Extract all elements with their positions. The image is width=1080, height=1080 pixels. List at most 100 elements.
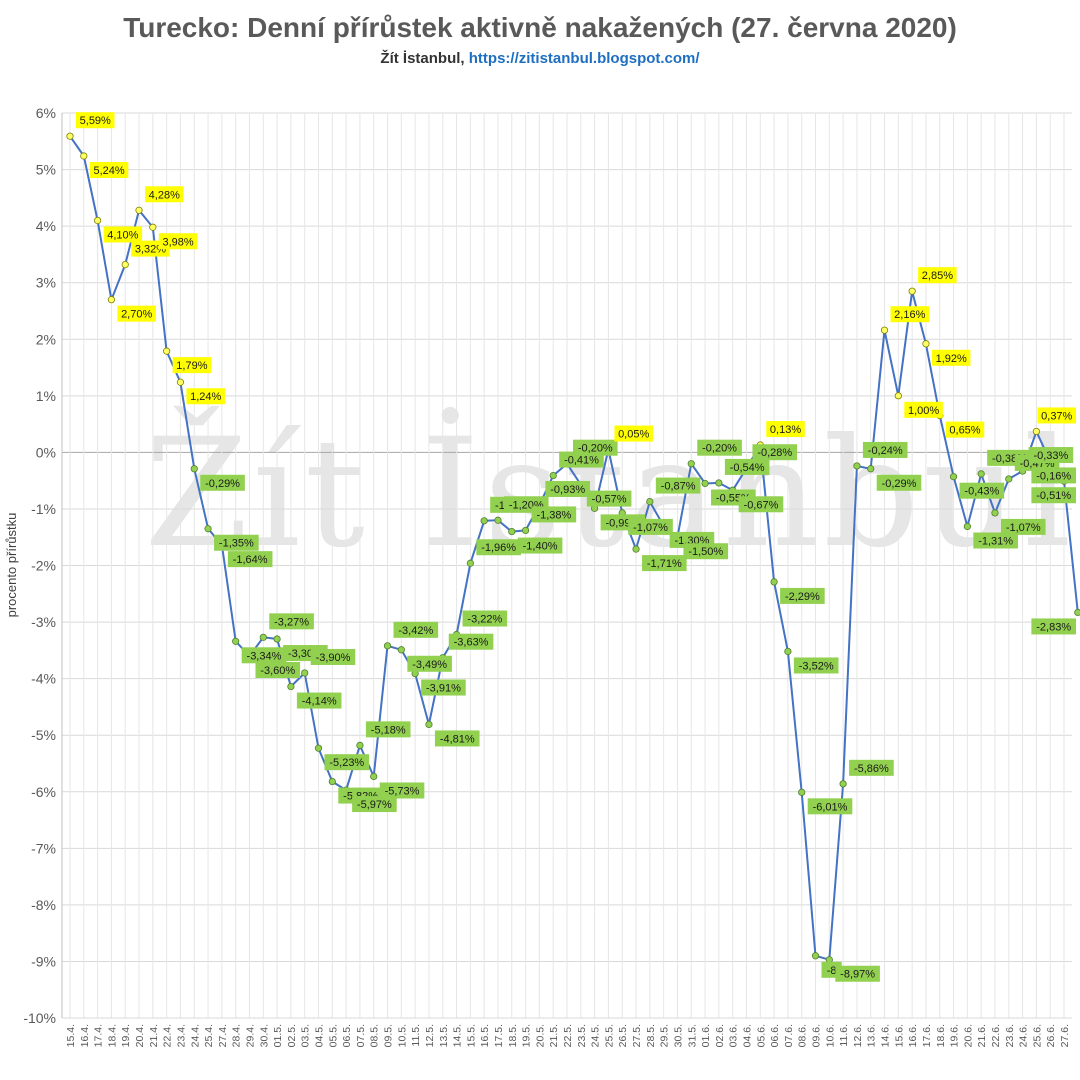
data-label: -1,35%	[219, 538, 254, 550]
data-label: -1,71%	[647, 558, 682, 570]
y-tick-label: 4%	[36, 218, 56, 234]
data-point	[770, 578, 778, 586]
x-tick-label: 17.5.	[493, 1024, 505, 1047]
data-label: -1,50%	[688, 546, 723, 558]
data-label: -0,20%	[578, 443, 613, 455]
data-point	[798, 788, 806, 796]
data-point	[949, 473, 958, 481]
x-tick-label: 08.5.	[369, 1024, 381, 1047]
x-tick-label: 04.6.	[741, 1024, 753, 1047]
data-point	[811, 952, 820, 960]
data-point	[66, 132, 74, 140]
data-point	[632, 545, 640, 553]
data-label-box	[324, 754, 370, 771]
data-label-box	[835, 965, 880, 982]
data-point	[521, 526, 530, 535]
data-label-box	[269, 613, 314, 630]
data-label: -3,91%	[426, 683, 461, 695]
data-point	[328, 777, 336, 786]
x-tick-label: 21.5.	[548, 1024, 560, 1047]
axes: -10% -9% -8% -7% -6% -5% -4% -3% -2% -1% 0% 1% 2% 3% 4…	[23, 105, 1072, 1047]
data-point	[867, 465, 875, 473]
x-tick-label: 25.4.	[203, 1024, 215, 1047]
data-label-box	[89, 161, 129, 178]
x-tick-label: 15.4.	[65, 1024, 77, 1047]
data-label-box	[642, 555, 687, 572]
data-label: -0,93%	[550, 484, 585, 496]
data-label: 5,59%	[80, 115, 111, 127]
data-label-box	[959, 482, 1005, 499]
data-label-box	[158, 233, 198, 250]
x-tick-label: 03.6.	[728, 1024, 740, 1047]
data-label: 0,05%	[618, 429, 649, 441]
x-tick-label: 23.4.	[175, 1024, 187, 1047]
data-label-box	[365, 721, 411, 738]
data-label-box	[296, 692, 342, 709]
data-label-box	[918, 267, 957, 284]
data-label-box	[655, 477, 701, 494]
data-label: -3,34%	[247, 650, 282, 662]
data-label: -3,27%	[274, 616, 309, 628]
blog-link[interactable]: https://zitistanbul.blogspot.com/	[468, 50, 700, 67]
x-tick-label: 01.6.	[700, 1024, 712, 1047]
data-label: 1,00%	[908, 405, 939, 417]
y-tick-label: 0%	[36, 444, 56, 460]
data-label-box	[862, 441, 908, 458]
x-tick-label: 02.5.	[286, 1024, 298, 1047]
data-label-box	[421, 679, 466, 696]
data-point	[839, 780, 847, 788]
data-point	[259, 633, 267, 641]
x-tick-label: 26.5.	[617, 1024, 629, 1047]
data-label: -2,29%	[785, 591, 820, 603]
data-label-box	[200, 474, 245, 491]
data-label: -0,57%	[592, 494, 627, 506]
data-label-box	[945, 421, 985, 438]
data-label: 1,92%	[936, 353, 967, 365]
data-label-box	[807, 798, 853, 815]
x-tick-label: 20.6.	[962, 1024, 974, 1047]
data-point	[991, 509, 999, 517]
data-label: -1,07%	[1006, 522, 1041, 534]
data-label: -0,33%	[1033, 450, 1068, 462]
data-label: 1,24%	[190, 391, 221, 403]
x-tick-label: 11.6.	[838, 1024, 850, 1047]
data-label-box	[214, 534, 259, 551]
data-point	[480, 517, 488, 525]
data-label: -1,40%	[523, 541, 558, 553]
data-label-box	[1028, 447, 1074, 464]
data-point	[314, 744, 323, 752]
data-label-box	[1000, 518, 1046, 535]
x-tick-label: 14.6.	[880, 1024, 892, 1047]
data-label: 0,65%	[949, 425, 980, 437]
data-point	[135, 206, 143, 214]
data-label-box	[255, 662, 301, 678]
data-label: -0,24%	[868, 445, 903, 457]
x-tick-label: 07.5.	[355, 1024, 367, 1047]
data-label: -3,60%	[260, 665, 295, 677]
data-label: -1,96%	[481, 542, 516, 554]
grid	[62, 112, 1072, 1019]
data-label: -4,81%	[440, 733, 475, 745]
data-point	[370, 772, 378, 781]
data-label-box	[931, 349, 971, 366]
x-tick-label: 06.6.	[769, 1024, 781, 1047]
x-tick-label: 24.6.	[1018, 1024, 1030, 1047]
x-tick-label: 12.5.	[424, 1024, 436, 1047]
data-label: -0,67%	[744, 499, 779, 511]
data-label: 4,10%	[107, 229, 138, 241]
x-tick-label: 22.6.	[990, 1024, 1002, 1047]
data-label: -1,31%	[978, 535, 1013, 547]
x-tick-label: 22.4.	[162, 1024, 174, 1047]
x-tick-label: 17.4.	[93, 1024, 105, 1047]
chart-title: Turecko: Denní přírůstek aktivně nakažen…	[123, 12, 957, 43]
x-tick-label: 28.4.	[231, 1024, 243, 1047]
x-tick-label: 04.5.	[314, 1024, 326, 1047]
data-label-box	[434, 730, 480, 747]
x-tick-label: 14.5.	[452, 1024, 464, 1047]
data-point	[383, 642, 392, 650]
data-label: 0,13%	[770, 424, 801, 436]
y-tick-label: -2%	[31, 558, 56, 574]
data-point	[922, 340, 930, 348]
data-label: 5,24%	[93, 165, 124, 177]
